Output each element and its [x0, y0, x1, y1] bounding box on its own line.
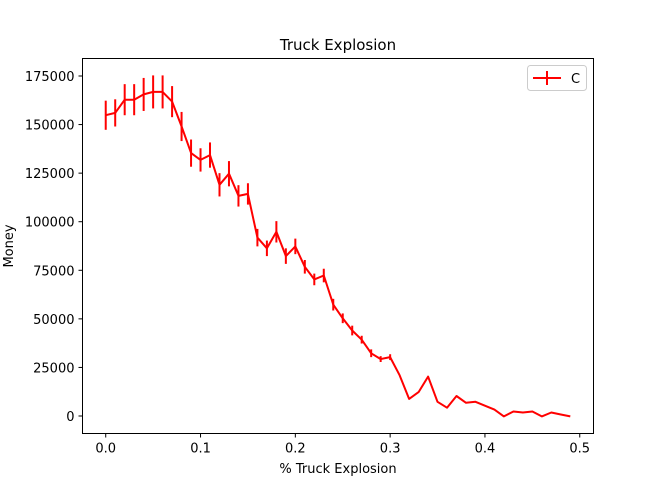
y-tick-label: 50000 — [33, 313, 74, 328]
x-tick-label: 0.2 — [285, 442, 306, 457]
y-tick-label: 175000 — [25, 70, 75, 85]
y-tick-label: 100000 — [25, 216, 75, 231]
y-tick-label: 150000 — [25, 119, 75, 134]
x-axis: 0.0 0.1 0.2 0.3 0.4 0.5 — [95, 433, 590, 457]
x-tick-label: 0.5 — [569, 442, 590, 457]
x-tick-label: 0.1 — [190, 442, 211, 457]
y-tick-label: 0 — [66, 410, 74, 425]
series-line-c — [105, 90, 571, 418]
y-axis-label: Money — [2, 224, 17, 267]
x-axis-label: % Truck Explosion — [279, 462, 396, 477]
x-tick-label: 0.4 — [475, 442, 496, 457]
axes-frame — [82, 58, 594, 434]
chart-title: Truck Explosion — [279, 36, 396, 54]
x-tick-label: 0.0 — [95, 442, 116, 457]
x-tick-label: 0.3 — [380, 442, 401, 457]
y-tick-label: 25000 — [33, 361, 74, 376]
y-tick-label: 75000 — [33, 264, 74, 279]
y-tick-label: 125000 — [25, 167, 75, 182]
legend: C — [527, 65, 587, 91]
y-axis: 0 25000 50000 75000 100000 125000 150000 175000 — [25, 70, 83, 425]
legend-label-c: C — [571, 72, 580, 87]
plot-area — [104, 75, 571, 418]
